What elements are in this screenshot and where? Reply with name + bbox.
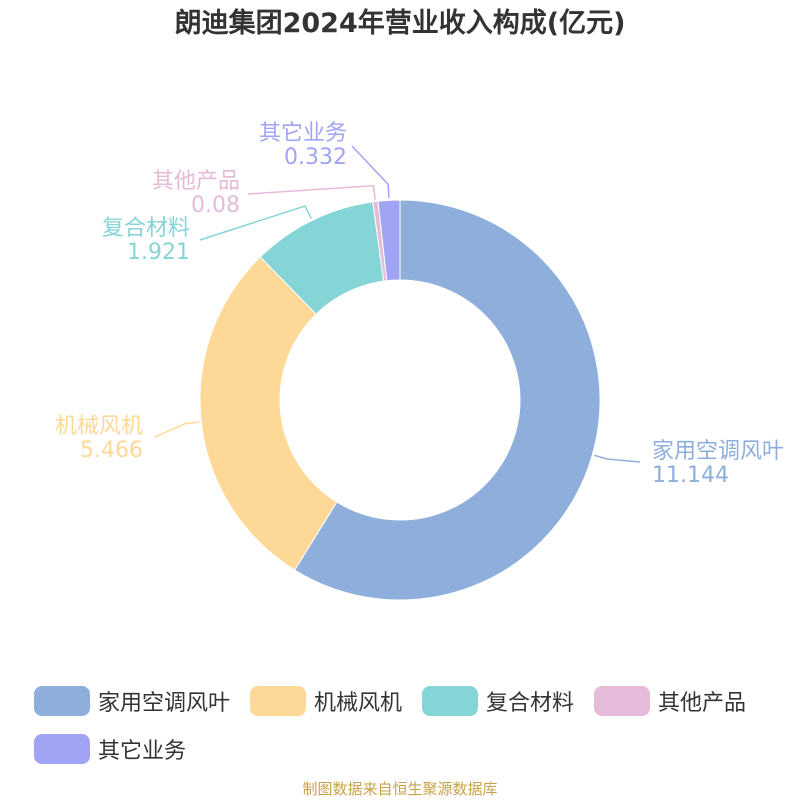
legend-label: 机械风机 [314,691,403,716]
legend-swatch [34,734,90,764]
donut-slice-4[interactable] [377,199,401,282]
legend-item-2[interactable]: 复合材料 [422,684,574,718]
legend-label: 家用空调风叶 [98,691,231,716]
legend-swatch [594,686,651,716]
legend-label: 其他产品 [658,691,747,716]
slice-value-0: 11.144 [652,463,729,488]
slice-label-0: 家用空调风叶 [652,439,784,464]
donut-slice-0[interactable] [293,199,601,601]
slice-label-3: 其他产品 [152,169,240,194]
leader-line-4 [351,145,390,199]
leader-line-1 [154,421,200,438]
leader-line-3 [247,184,376,200]
legend-item-0[interactable]: 家用空调风叶 [34,684,230,718]
slice-value-2: 1.921 [127,240,190,265]
slice-value-1: 5.466 [80,438,143,463]
legend-item-3[interactable]: 其他产品 [594,684,746,718]
legend-item-1[interactable]: 机械风机 [250,684,402,718]
slice-label-2: 复合材料 [102,216,190,241]
chart-title: 朗迪集团2024年营业收入构成(亿元) [174,8,626,39]
legend-label: 其它业务 [98,739,187,764]
slice-value-4: 0.332 [284,145,347,170]
source-note: 制图数据来自恒生聚源数据库 [302,780,498,798]
donut-slice-1[interactable] [199,256,338,571]
legend-swatch [250,686,307,716]
slice-value-3: 0.08 [191,193,240,218]
legend: 家用空调风叶 机械风机 复合材料 其他产品其它业务 [34,684,794,766]
slice-label-4: 其它业务 [259,121,347,146]
legend-item-4[interactable]: 其它业务 [34,732,186,766]
slice-label-1: 机械风机 [55,414,143,439]
legend-swatch [422,686,479,716]
legend-swatch [34,686,90,716]
legend-label: 复合材料 [486,691,575,716]
leader-line-2 [199,205,312,241]
leader-line-0 [594,454,641,463]
